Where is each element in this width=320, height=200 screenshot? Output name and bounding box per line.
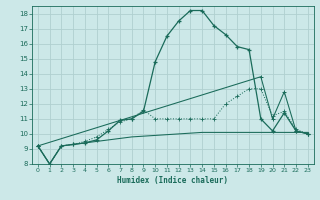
X-axis label: Humidex (Indice chaleur): Humidex (Indice chaleur) (117, 176, 228, 185)
